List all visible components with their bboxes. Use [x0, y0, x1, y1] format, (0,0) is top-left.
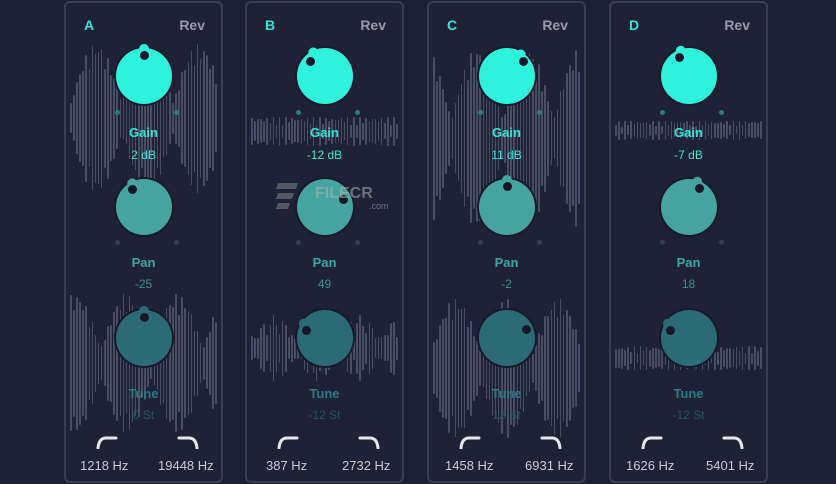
knob-max-dot [355, 110, 360, 115]
channel-letter: C [447, 17, 458, 33]
knob-max-dot [537, 240, 542, 245]
knob-min-dot [296, 240, 301, 245]
gain-label: Gain [129, 125, 158, 140]
gain-knob[interactable] [296, 45, 353, 104]
pan-knob[interactable] [115, 176, 172, 235]
tune-value: 12 St [492, 408, 521, 422]
low-cut-filter-icon[interactable] [641, 435, 663, 449]
tune-label: Tune [128, 386, 159, 401]
knob-min-dot [478, 110, 483, 115]
tune-knob[interactable] [478, 310, 535, 366]
channel-letter: B [265, 17, 276, 33]
tune-knob[interactable] [660, 310, 717, 366]
low-cut-frequency[interactable]: 1218 Hz [80, 458, 129, 473]
tune-knob[interactable] [296, 310, 353, 366]
gain-knob[interactable] [115, 44, 172, 104]
pan-knob[interactable] [296, 179, 353, 235]
gain-knob[interactable] [660, 44, 717, 104]
pan-label: Pan [312, 255, 337, 270]
tune-label: Tune [673, 386, 704, 401]
knob-min-dot [296, 110, 301, 115]
knob-min-dot [115, 240, 120, 245]
tune-value: 0 St [132, 408, 155, 422]
pan-label: Pan [676, 255, 701, 270]
high-cut-filter-icon[interactable] [358, 435, 380, 449]
low-cut-frequency[interactable]: 1458 Hz [445, 458, 494, 473]
knob-max-dot [719, 110, 724, 115]
knob-max-dot [537, 110, 542, 115]
channel-strip-d: D Rev Gain -7 dB Pan 18 Tune -12 St 1626… [609, 1, 768, 483]
channel-letter: D [629, 17, 640, 33]
gain-label: Gain [310, 125, 339, 140]
tune-label: Tune [309, 386, 340, 401]
tune-value: -12 St [308, 408, 341, 422]
tune-value: -12 St [672, 408, 705, 422]
high-cut-filter-icon[interactable] [722, 435, 744, 449]
gain-value: -12 dB [306, 148, 343, 162]
gain-value: -7 dB [674, 148, 703, 162]
high-cut-frequency[interactable]: 5401 Hz [706, 458, 755, 473]
knob-min-dot [660, 110, 665, 115]
knob-max-dot [174, 110, 179, 115]
high-cut-frequency[interactable]: 19448 Hz [158, 458, 214, 473]
knob-max-dot [174, 240, 179, 245]
pan-knob[interactable] [660, 175, 717, 235]
pan-value: 49 [317, 277, 332, 291]
knob-min-dot [660, 240, 665, 245]
pan-value: -25 [134, 277, 153, 291]
low-cut-frequency[interactable]: 387 Hz [266, 458, 308, 473]
low-cut-filter-icon[interactable] [96, 435, 118, 449]
high-cut-filter-icon[interactable] [177, 435, 199, 449]
channel-strip-a: A Rev Gain 2 dB Pan -25 Tune 0 St 1218 H… [64, 1, 223, 483]
low-cut-filter-icon[interactable] [277, 435, 299, 449]
reverse-button[interactable]: Rev [360, 17, 386, 33]
tune-knob[interactable] [115, 306, 172, 366]
knob-max-dot [719, 240, 724, 245]
gain-value: 2 dB [131, 148, 156, 162]
pan-label: Pan [131, 255, 156, 270]
reverse-button[interactable]: Rev [179, 17, 205, 33]
pan-value: 18 [681, 277, 696, 291]
knob-min-dot [115, 110, 120, 115]
pan-knob[interactable] [478, 175, 535, 235]
channel-letter: A [84, 17, 95, 33]
gain-label: Gain [674, 125, 703, 140]
gain-label: Gain [492, 125, 521, 140]
gain-knob[interactable] [478, 47, 535, 104]
tune-label: Tune [491, 386, 522, 401]
knob-min-dot [478, 240, 483, 245]
gain-value: 11 dB [491, 148, 522, 162]
high-cut-frequency[interactable]: 6931 Hz [525, 458, 574, 473]
reverse-button[interactable]: Rev [724, 17, 750, 33]
knob-max-dot [355, 240, 360, 245]
pan-label: Pan [494, 255, 519, 270]
high-cut-frequency[interactable]: 2732 Hz [342, 458, 391, 473]
high-cut-filter-icon[interactable] [540, 435, 562, 449]
reverse-button[interactable]: Rev [542, 17, 568, 33]
low-cut-frequency[interactable]: 1626 Hz [626, 458, 675, 473]
channel-strip-c: C Rev Gain 11 dB Pan -2 Tune 12 St 1458 … [427, 1, 586, 483]
pan-value: -2 [501, 277, 512, 291]
low-cut-filter-icon[interactable] [459, 435, 481, 449]
channel-strip-b: B Rev Gain -12 dB Pan 49 Tune -12 St 387… [245, 1, 404, 483]
